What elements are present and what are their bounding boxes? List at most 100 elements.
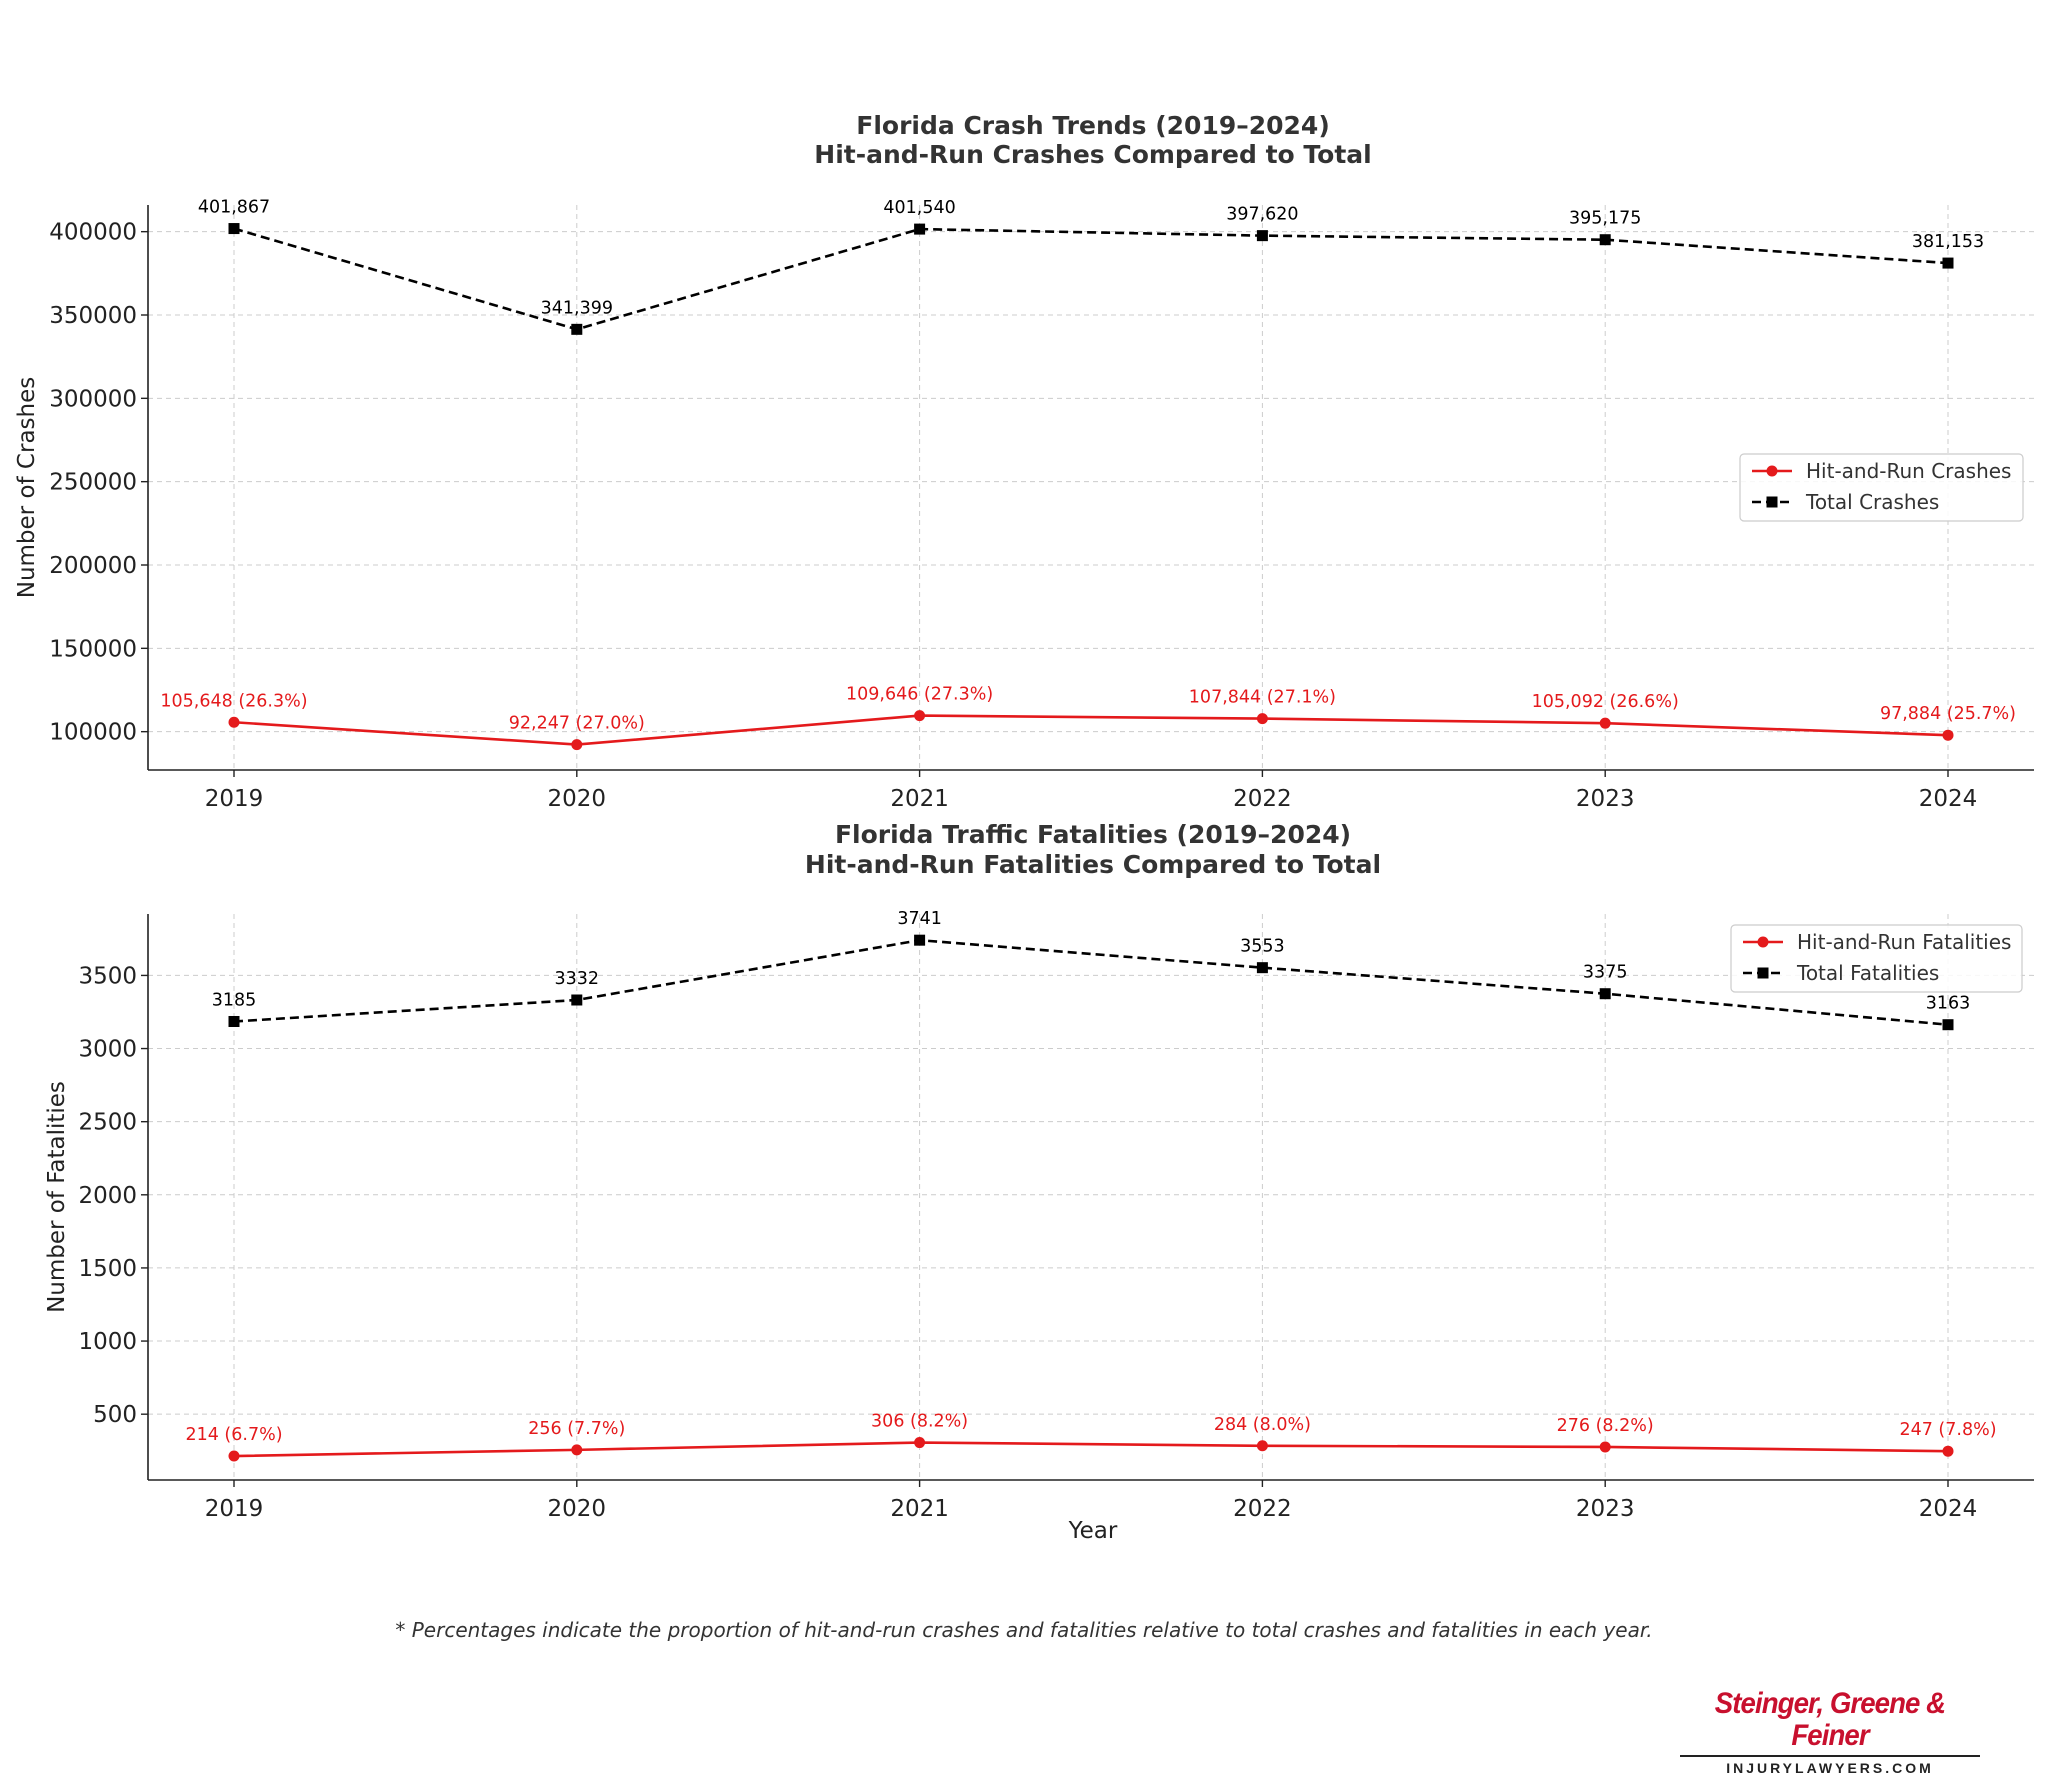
x-tick-label: 2019 (205, 1496, 264, 1522)
x-tick-label: 2024 (1919, 1496, 1978, 1522)
chart-subtitle: Hit-and-Run Crashes Compared to Total (814, 140, 1371, 169)
data-label: 3163 (1926, 994, 1971, 1014)
x-tick-label: 2020 (548, 1496, 607, 1522)
series-hit-and-run: 105,648 (26.3%) 92,247 (27.0%) 109,646 (27… (160, 685, 2016, 751)
data-label: 3332 (555, 969, 600, 989)
y-tick-label: 1000 (78, 1329, 137, 1355)
series-line (233, 714, 1949, 746)
chart-title: Florida Traffic Fatalities (2019–2024) (835, 820, 1351, 849)
y-tick-label: 200000 (49, 553, 137, 579)
x-tick-label: 2021 (890, 786, 949, 812)
legend: Hit-and-Run Crashes Total Crashes (1739, 453, 2024, 522)
data-label: 105,092 (26.6%) (1532, 692, 1679, 712)
data-label: 397,620 (1226, 205, 1298, 225)
x-tick-label: 2022 (1233, 786, 1292, 812)
legend-marker (1757, 967, 1769, 979)
chart-title: Florida Crash Trends (2019–2024) (856, 111, 1330, 140)
data-label: 107,844 (27.1%) (1189, 688, 1336, 708)
data-label: 256 (7.7%) (528, 1419, 625, 1439)
data-label: 105,648 (26.3%) (160, 691, 307, 711)
legend-entry: Hit-and-Run Crashes (1806, 459, 2011, 483)
data-label: 214 (6.7%) (185, 1425, 282, 1445)
legend-entry: Hit-and-Run Fatalities (1797, 930, 2011, 954)
y-tick-label: 3500 (78, 963, 137, 989)
data-point (571, 1444, 583, 1456)
data-point (571, 323, 583, 335)
x-tick-label: 2020 (548, 786, 607, 812)
x-tick-label: 2019 (205, 786, 264, 812)
data-point (228, 223, 240, 235)
logo-name: Steinger, Greene & Feiner (1714, 1687, 1946, 1752)
series-line (233, 938, 1949, 1027)
data-point (914, 223, 926, 235)
series-total: 401,867 341,399 401,540 397,620 395,175 381,1… (198, 198, 1984, 335)
y-tick-label: 250000 (49, 470, 137, 496)
y-tick-label: 2500 (78, 1110, 137, 1136)
data-label: 3185 (212, 990, 257, 1010)
data-label: 3553 (1240, 937, 1285, 957)
data-point (1942, 1019, 1954, 1031)
series-line (233, 1441, 1949, 1458)
data-label: 3741 (897, 909, 942, 929)
legend: Hit-and-Run Fatalities Total Fatalities (1730, 924, 2023, 993)
data-point (228, 1015, 240, 1027)
y-tick-label: 3000 (78, 1037, 137, 1063)
data-label: 92,247 (27.0%) (509, 714, 645, 734)
x-tick-label: 2023 (1576, 786, 1635, 812)
data-point (571, 739, 583, 751)
legend-marker (1757, 936, 1769, 948)
data-point (1599, 988, 1611, 1000)
data-point (1256, 713, 1268, 725)
data-point (1942, 257, 1954, 269)
logo-subtitle: INJURYLAWYERS.COM (1726, 1760, 1934, 1776)
y-tick-label: 500 (93, 1402, 137, 1428)
logo-rule (1680, 1755, 1980, 1757)
data-label: 97,884 (25.7%) (1880, 704, 2016, 724)
y-tick-label: 100000 (49, 720, 137, 746)
x-tick-label: 2023 (1576, 1496, 1635, 1522)
chart-2: Florida Traffic Fatalities (2019–2024)Hi… (44, 820, 2034, 1544)
data-point (1256, 230, 1268, 242)
series-hit-and-run: 214 (6.7%) 256 (7.7%) 306 (8.2%) 284 (8.0%)… (185, 1412, 1997, 1462)
data-label: 3375 (1583, 963, 1628, 983)
data-label: 395,175 (1569, 209, 1641, 229)
firm-logo: Steinger, Greene & Feiner INJURYLAWYERS.… (1660, 1688, 2000, 1776)
chart-subtitle: Hit-and-Run Fatalities Compared to Total (805, 850, 1381, 879)
y-tick-label: 350000 (49, 303, 137, 329)
data-label: 401,540 (883, 198, 955, 218)
legend-entry: Total Fatalities (1796, 961, 1939, 985)
series-total: 3185 3332 3741 3553 3375 3163 (212, 909, 1971, 1031)
y-tick-label: 1500 (78, 1256, 137, 1282)
data-label: 401,867 (198, 198, 270, 218)
x-tick-label: 2024 (1919, 786, 1978, 812)
legend-frame (1739, 453, 2024, 522)
legend-frame (1730, 924, 2023, 993)
x-tick-label: 2022 (1233, 1496, 1292, 1522)
y-tick-label: 400000 (49, 220, 137, 246)
data-point (914, 934, 926, 946)
x-tick-label: 2021 (890, 1496, 949, 1522)
data-label: 284 (8.0%) (1214, 1415, 1311, 1435)
data-point (571, 994, 583, 1006)
data-label: 341,399 (541, 298, 613, 318)
data-point (228, 716, 240, 728)
data-label: 276 (8.2%) (1557, 1416, 1654, 1436)
data-point (914, 710, 926, 722)
y-tick-label: 2000 (78, 1183, 137, 1209)
data-point (1942, 729, 1954, 741)
legend-entry: Total Crashes (1805, 490, 1939, 514)
data-label: 381,153 (1912, 232, 1984, 252)
data-label: 247 (7.8%) (1899, 1420, 1996, 1440)
footnote: * Percentages indicate the proportion of… (395, 1618, 1653, 1642)
y-axis-label: Number of Crashes (14, 377, 40, 599)
data-point (1599, 234, 1611, 246)
y-tick-label: 150000 (49, 636, 137, 662)
y-axis-label: Number of Fatalities (44, 1081, 70, 1313)
data-point (1256, 962, 1268, 974)
data-point (228, 1450, 240, 1462)
data-point (1256, 1440, 1268, 1452)
x-axis-label: Year (1068, 1518, 1118, 1544)
data-point (1942, 1445, 1954, 1457)
data-point (914, 1437, 926, 1449)
